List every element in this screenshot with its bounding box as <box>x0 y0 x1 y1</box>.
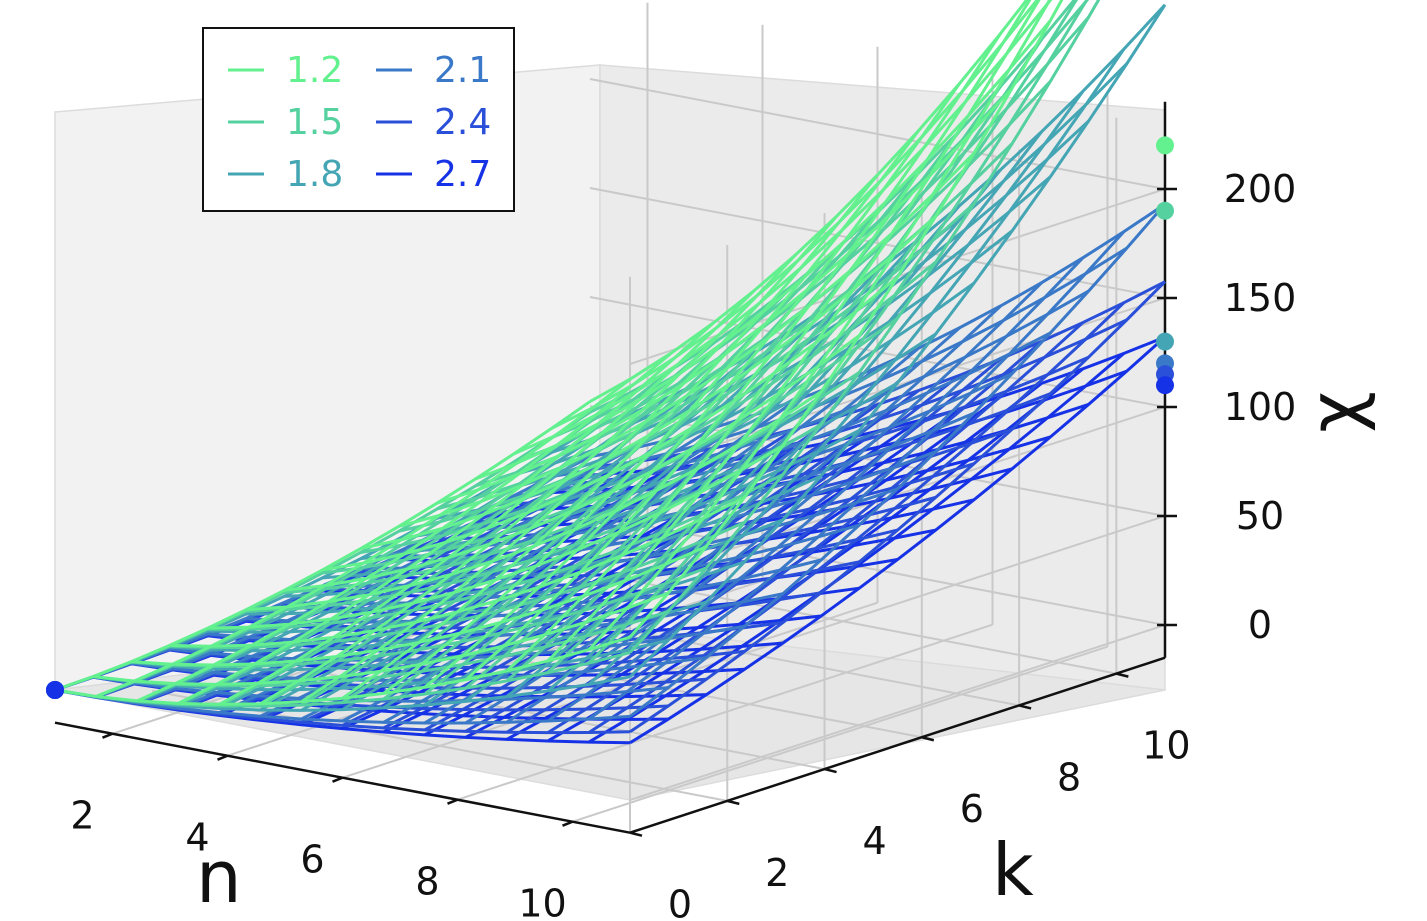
n-tick-label: 2 <box>70 794 94 838</box>
wire-n <box>505 38 1044 683</box>
wire-n <box>382 129 920 695</box>
k-tick <box>726 799 740 806</box>
wire-n <box>629 335 1166 745</box>
wire-k <box>512 0 1053 456</box>
n-tick-label: 8 <box>415 860 439 904</box>
wire-n <box>505 0 1032 673</box>
z-axis-title: χ <box>1293 391 1377 433</box>
wire-n <box>628 3 1167 678</box>
floor-grid-line-n <box>457 623 993 801</box>
data-point <box>1156 201 1174 220</box>
k-axis-line <box>629 656 1166 834</box>
wire-k <box>436 87 1014 505</box>
data-point <box>1156 332 1174 351</box>
legend-label: 2.4 <box>434 102 491 143</box>
data-point <box>46 681 64 699</box>
data-points <box>46 136 1174 699</box>
k-tick-label: 6 <box>960 787 984 831</box>
wire-k <box>513 289 1090 498</box>
wire-n <box>547 321 1084 734</box>
wire-n <box>588 352 1125 744</box>
data-point <box>1156 136 1174 155</box>
n-tick <box>102 732 113 739</box>
wire-n <box>588 230 1126 721</box>
n-tick-label: 10 <box>518 882 566 921</box>
k-tick-label: 2 <box>765 851 789 895</box>
chi-tick-label: 150 <box>1224 276 1297 320</box>
legend-label: 2.7 <box>434 154 491 195</box>
k-tick <box>1116 672 1129 678</box>
wire-n <box>464 357 1002 733</box>
wire-n <box>588 301 1125 734</box>
wire-k <box>551 0 1039 430</box>
wire-n <box>629 280 1167 734</box>
n-tick <box>217 754 228 761</box>
n-tick <box>447 798 458 805</box>
wire-k <box>475 175 1052 499</box>
wire-n <box>587 0 1089 665</box>
wire-k <box>360 215 937 551</box>
surface-1.2 <box>54 0 1064 706</box>
axis-panes <box>54 64 1166 801</box>
surfaces <box>54 0 1167 745</box>
k-tick-label: 10 <box>1142 724 1190 768</box>
wire-n <box>547 256 1084 723</box>
wire-n <box>629 203 1167 718</box>
n-tick <box>562 820 573 827</box>
legend-box <box>202 27 515 212</box>
wire-k <box>474 19 1052 481</box>
n-tick-label: 6 <box>300 838 324 882</box>
floor-grid-line-k <box>541 562 1117 675</box>
k-tick-label: 8 <box>1057 755 1081 799</box>
wire-n <box>628 0 1064 639</box>
floor-grid-line-n <box>342 601 878 779</box>
k-tick <box>921 736 935 742</box>
chi-tick-label: 0 <box>1248 603 1272 647</box>
chi-tick-label: 50 <box>1236 494 1284 538</box>
wire-n <box>628 0 1101 654</box>
wire-k <box>322 275 899 572</box>
k-tick-label: 4 <box>862 819 886 863</box>
wire-k <box>589 0 1029 403</box>
chi-tick-label: 200 <box>1224 167 1297 211</box>
chi-tick-label: 100 <box>1224 385 1297 429</box>
wire-n <box>464 85 1002 690</box>
wire-n <box>423 82 961 689</box>
wire-n <box>546 0 1041 662</box>
legend-label: 1.5 <box>286 102 343 143</box>
x-axis-title: n <box>196 835 242 919</box>
legend-label: 1.2 <box>286 50 343 91</box>
legend-label: 1.8 <box>286 154 343 195</box>
k-tick <box>824 767 837 774</box>
legend-label: 2.1 <box>434 50 491 91</box>
y-axis-title: k <box>992 828 1034 912</box>
legend: 1.2 1.5 1.8 2.1 2.4 2.7 <box>202 27 515 212</box>
k-tick <box>629 831 643 837</box>
wire-n <box>587 0 1052 651</box>
wire-n <box>464 32 1002 681</box>
data-point <box>1156 376 1174 395</box>
k-tick <box>1018 704 1032 710</box>
n-tick-label: 4 <box>185 816 209 860</box>
k-tick-label: 0 <box>668 883 692 921</box>
wire-n <box>546 0 1079 674</box>
wire-k <box>398 152 975 528</box>
n-tick <box>332 776 343 783</box>
